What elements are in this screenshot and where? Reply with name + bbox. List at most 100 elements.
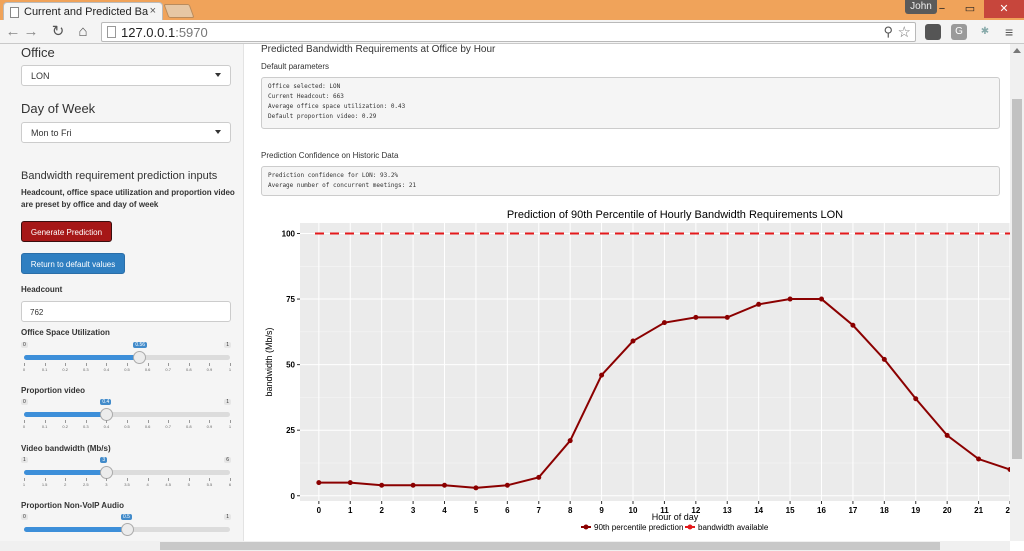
vertical-scrollbar[interactable] xyxy=(1010,44,1024,541)
slider-tick-label: 2 xyxy=(64,482,67,487)
minimize-button[interactable]: − xyxy=(938,3,946,15)
page-icon xyxy=(107,26,116,38)
slider-tick-label: 5 xyxy=(187,482,190,487)
slider-max-label: 1 xyxy=(224,399,231,405)
slider-tick xyxy=(230,478,231,481)
x-tick-label: 2 xyxy=(379,506,384,515)
forward-arrow-icon[interactable]: → xyxy=(23,23,39,40)
tab-close-icon[interactable]: × xyxy=(149,5,156,17)
slider-tick-label: 5.5 xyxy=(206,482,213,487)
bandwidth-chart: Prediction of 90th Percentile of Hourly … xyxy=(264,209,1010,532)
slider-handle[interactable] xyxy=(121,523,134,536)
chevron-down-icon xyxy=(215,73,221,77)
slider-min-label: 1 xyxy=(21,457,28,463)
horizontal-scrollbar-thumb[interactable] xyxy=(160,542,940,550)
default-param-line: Default proportion video: 0.29 xyxy=(268,113,377,120)
slider-max-label: 6 xyxy=(224,457,231,463)
office-select[interactable]: LON xyxy=(21,65,231,86)
proportion-non-voip-audio-slider[interactable]: 0 1 0.5 xyxy=(21,514,231,541)
extension-pocket-icon[interactable] xyxy=(925,24,941,40)
prediction-point xyxy=(724,314,730,320)
x-tick-label: 9 xyxy=(599,506,604,515)
slider-tick xyxy=(65,478,67,481)
day-of-week-label: Day of Week xyxy=(21,101,96,116)
prediction-point xyxy=(913,396,919,402)
prediction-point xyxy=(756,301,762,307)
headcount-input[interactable]: 762 xyxy=(21,301,231,322)
slider-tick xyxy=(44,420,46,423)
extension-g-icon[interactable]: G xyxy=(951,24,967,40)
x-tick-label: 8 xyxy=(568,506,573,515)
y-tick-label: 100 xyxy=(282,229,296,238)
scroll-up-icon[interactable] xyxy=(1013,48,1021,53)
return-to-default-button[interactable]: Return to default values xyxy=(21,253,125,274)
address-bar[interactable]: 127.0.0.1:5970 ⚲ ☆ xyxy=(101,22,916,42)
slider-min-label: 0 xyxy=(21,399,28,405)
day-of-week-select[interactable]: Mon to Fri xyxy=(21,122,231,143)
slider-tick xyxy=(85,478,87,481)
slider-tick xyxy=(188,478,190,481)
video-bandwidth-slider[interactable]: 1 6 3 1 1.5 2 2.5 3 3.5 4 4.5 5 5.5 6 xyxy=(21,457,231,497)
x-tick-label: 21 xyxy=(974,506,983,515)
slider-tick-label: 0.3 xyxy=(83,424,89,429)
legend-available-point xyxy=(687,524,693,530)
x-tick-label: 3 xyxy=(411,506,416,515)
slider-value: 0.56 xyxy=(133,342,148,348)
x-tick-label: 17 xyxy=(848,506,857,515)
slider-track[interactable] xyxy=(24,412,230,417)
maximize-button[interactable]: ▭ xyxy=(964,3,976,15)
x-tick-label: 13 xyxy=(723,506,732,515)
slider-max-label: 1 xyxy=(224,342,231,348)
slider-min-label: 0 xyxy=(21,342,28,348)
slider-tick-label: 0.2 xyxy=(62,367,68,372)
slider-tick xyxy=(65,363,67,366)
prediction-point xyxy=(473,485,479,491)
extension-snowflake-icon[interactable]: ✱ xyxy=(977,24,993,40)
slider-tick-label: 0.1 xyxy=(41,424,48,429)
x-tick-label: 7 xyxy=(537,506,542,515)
x-tick-label: 6 xyxy=(505,506,510,515)
slider-tick xyxy=(230,363,231,366)
proportion-video-slider[interactable]: 0 1 0.4 0 0.1 0.2 0.3 0.4 0.5 0.6 0.7 0.8 0.9 1 xyxy=(21,399,231,439)
chart-gridlines xyxy=(300,223,1010,501)
slider-tick xyxy=(230,420,231,423)
zoom-icon[interactable]: ⚲ xyxy=(883,24,893,39)
x-tick-label: 16 xyxy=(817,506,826,515)
browser-toolbar: ← → ↻ ⌂ 127.0.0.1:5970 ⚲ ☆ G ✱ ≡ xyxy=(0,20,1024,44)
slider-tick-label: 4.5 xyxy=(165,482,171,487)
x-tick-label: 19 xyxy=(911,506,920,515)
page-favicon-icon xyxy=(10,7,19,18)
slider-min-label: 0 xyxy=(21,514,28,520)
slider-track[interactable] xyxy=(24,470,230,475)
prediction-point xyxy=(787,296,793,302)
scrollbar-thumb[interactable] xyxy=(1012,99,1022,459)
slider-tick xyxy=(209,420,211,423)
chart-title: Prediction of 90th Percentile of Hourly … xyxy=(507,209,843,221)
slider-tick-label: 0.5 xyxy=(124,367,130,372)
default-parameters-label: Default parameters xyxy=(261,62,330,71)
prediction-point xyxy=(661,320,667,326)
prediction-point xyxy=(850,322,856,328)
browser-tab[interactable]: Current and Predicted Ba × xyxy=(3,2,163,20)
bookmark-star-icon[interactable]: ☆ xyxy=(897,24,911,41)
close-window-button[interactable]: ✕ xyxy=(984,0,1024,18)
reload-icon[interactable]: ↻ xyxy=(51,23,65,40)
new-tab-button[interactable] xyxy=(163,4,195,18)
chevron-down-icon xyxy=(215,130,221,134)
slider-tick-label: 0.8 xyxy=(186,367,192,372)
input-sidebar: Office LON Day of Week Mon to Fri Bandwi… xyxy=(0,44,244,541)
slider-tick xyxy=(65,420,67,423)
browser-menu-icon[interactable]: ≡ xyxy=(1005,24,1014,40)
legend-prediction-point xyxy=(583,524,589,530)
office-space-utilization-slider[interactable]: 0 1 0.56 0 0.1 0.2 0.3 0.4 0.5 0.6 0.7 0.8 0.9 1 xyxy=(21,342,231,382)
y-tick-label: 0 xyxy=(291,492,296,501)
back-arrow-icon[interactable]: ← xyxy=(5,23,21,40)
x-tick-label: 4 xyxy=(442,506,447,515)
horizontal-scrollbar[interactable] xyxy=(0,541,1010,551)
generate-prediction-button[interactable]: Generate Prediction xyxy=(21,221,112,242)
prediction-point xyxy=(536,474,542,480)
slider-handle[interactable] xyxy=(133,351,147,364)
slider-tick-label: 3 xyxy=(105,482,108,487)
home-icon[interactable]: ⌂ xyxy=(78,23,88,40)
user-profile-badge[interactable]: John xyxy=(905,0,937,14)
